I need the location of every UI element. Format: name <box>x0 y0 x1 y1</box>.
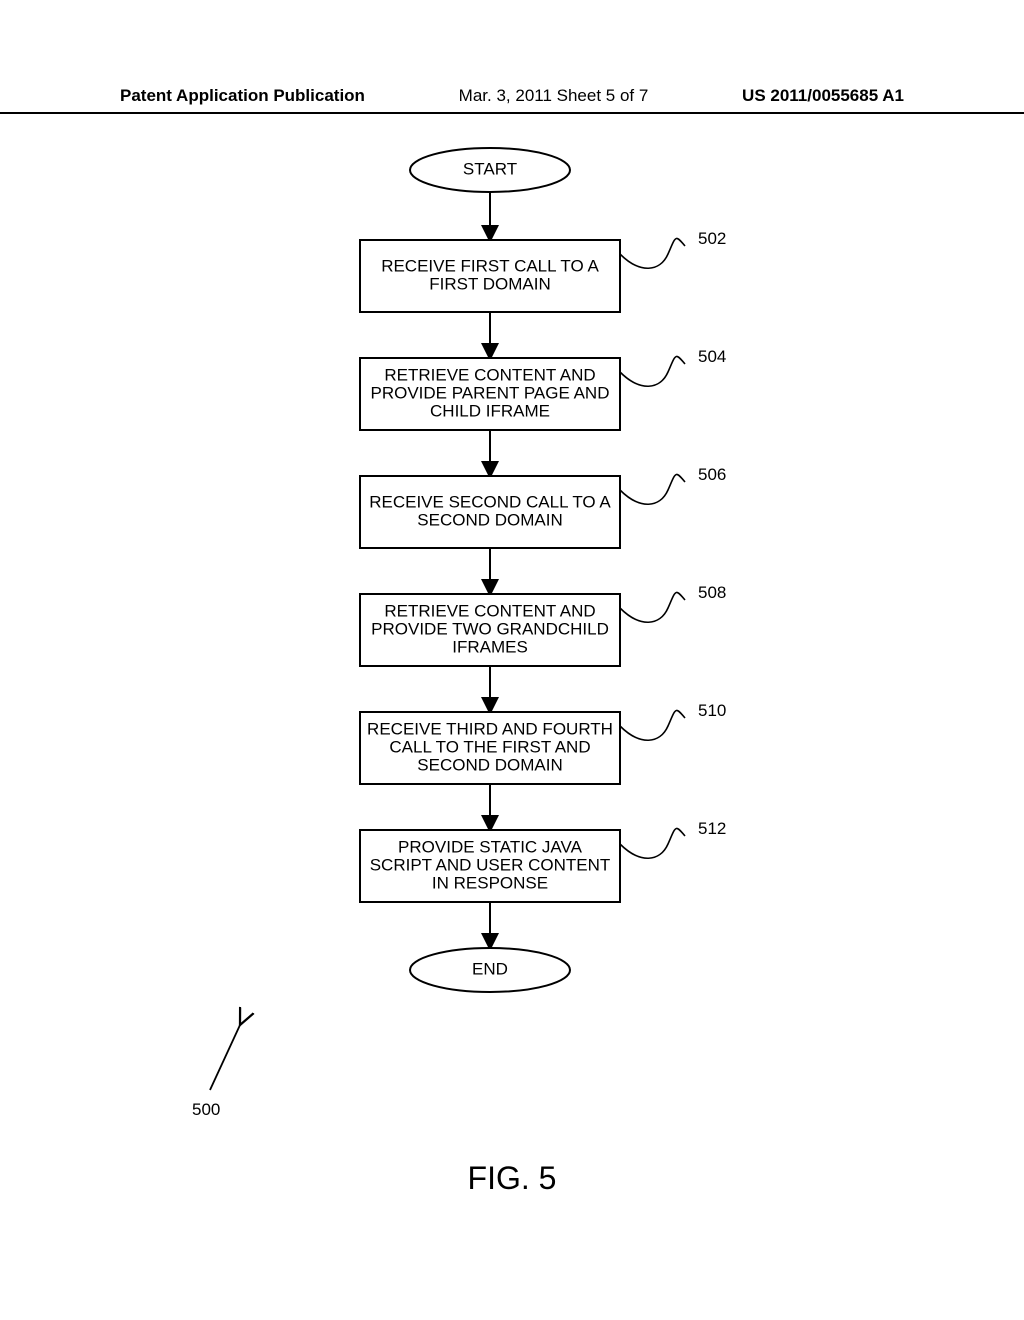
b6-label-line-0: PROVIDE STATIC JAVA <box>398 837 583 856</box>
b1-label-line-0: RECEIVE FIRST CALL TO A <box>381 256 599 275</box>
page-header: Patent Application Publication Mar. 3, 2… <box>0 86 1024 114</box>
b2-label-line-2: CHILD IFRAME <box>430 401 550 420</box>
start-label: START <box>463 159 517 178</box>
b4-ref-label: 508 <box>698 583 726 602</box>
b4-label-line-2: IFRAMES <box>452 637 528 656</box>
figure-label: FIG. 5 <box>0 1160 1024 1197</box>
b5-ref-label: 510 <box>698 701 726 720</box>
b2-label-line-0: RETRIEVE CONTENT AND <box>384 365 595 384</box>
end-label: END <box>472 959 508 978</box>
header-date-sheet: Mar. 3, 2011 Sheet 5 of 7 <box>459 86 649 106</box>
b4-label-line-0: RETRIEVE CONTENT AND <box>384 601 595 620</box>
b6-label-line-2: IN RESPONSE <box>432 873 548 892</box>
b4-ref-connector <box>620 592 685 622</box>
b5-label-line-1: CALL TO THE FIRST AND <box>389 737 590 756</box>
b6-label-line-1: SCRIPT AND USER CONTENT <box>370 855 611 874</box>
b3-ref-connector <box>620 474 685 504</box>
figure-ref-label: 500 <box>192 1100 220 1119</box>
page: Patent Application Publication Mar. 3, 2… <box>0 0 1024 1320</box>
b3-label-line-1: SECOND DOMAIN <box>417 510 562 529</box>
b2-ref-label: 504 <box>698 347 726 366</box>
header-pub-type: Patent Application Publication <box>120 86 365 106</box>
b4-label-line-1: PROVIDE TWO GRANDCHILD <box>371 619 609 638</box>
b6-ref-connector <box>620 828 685 858</box>
figure-ref-arrow <box>210 1025 240 1090</box>
b6-ref-label: 512 <box>698 819 726 838</box>
b3-ref-label: 506 <box>698 465 726 484</box>
b1-ref-connector <box>620 238 685 268</box>
b2-label-line-1: PROVIDE PARENT PAGE AND <box>370 383 609 402</box>
b5-label-line-0: RECEIVE THIRD AND FOURTH <box>367 719 613 738</box>
b3-label-line-0: RECEIVE SECOND CALL TO A <box>369 492 611 511</box>
b1-label-line-1: FIRST DOMAIN <box>429 274 551 293</box>
flowchart: START RECEIVE FIRST CALL TO AFIRST DOMAIN… <box>0 130 1024 1170</box>
b5-ref-connector <box>620 710 685 740</box>
b5-label-line-2: SECOND DOMAIN <box>417 755 562 774</box>
b1-ref-label: 502 <box>698 229 726 248</box>
b2-ref-connector <box>620 356 685 386</box>
header-pub-number: US 2011/0055685 A1 <box>742 86 904 106</box>
